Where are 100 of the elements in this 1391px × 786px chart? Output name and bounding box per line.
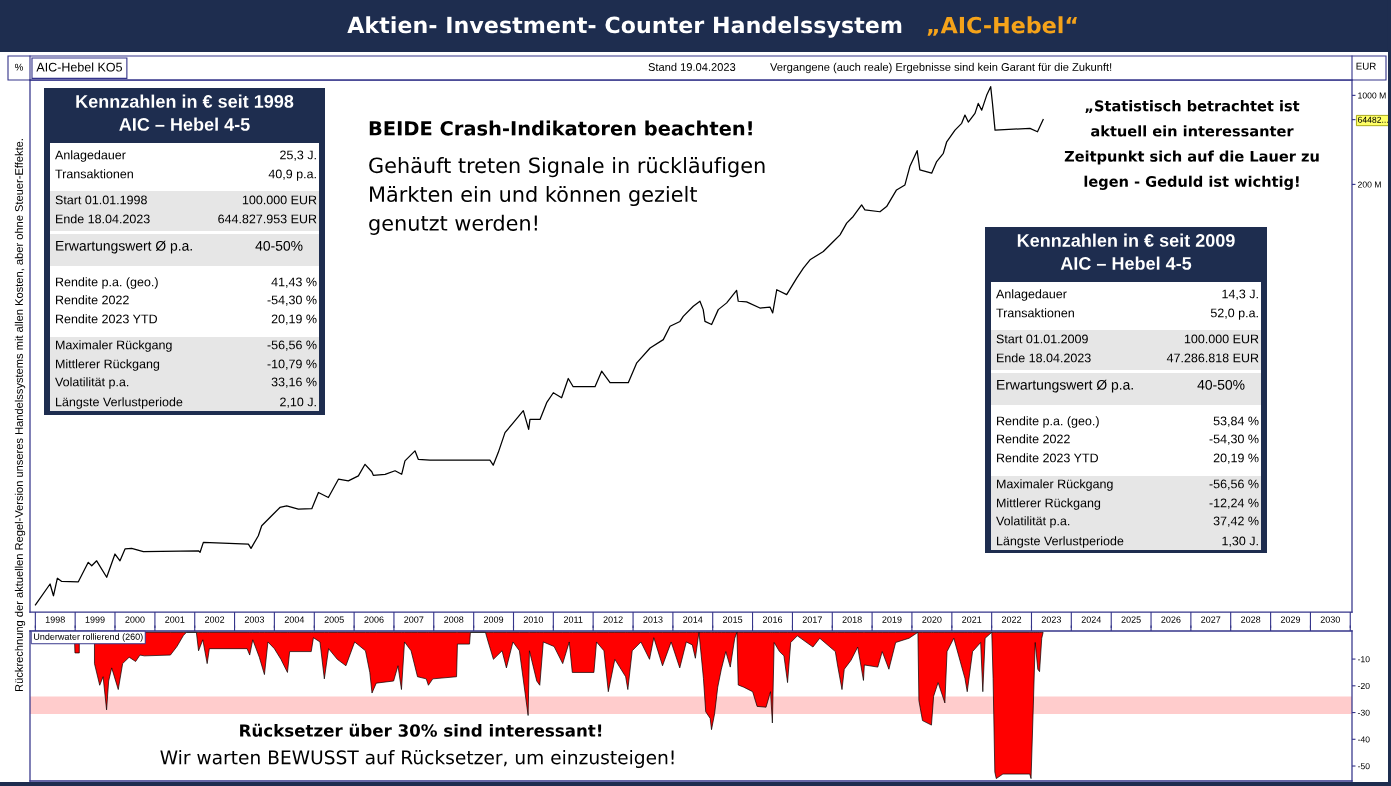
annotation: -12,24 % bbox=[1209, 498, 1259, 509]
x-tick-label: 2022 bbox=[1001, 616, 1022, 623]
x-tick-label: 2018 bbox=[842, 616, 862, 623]
y-tick-label: -20 bbox=[1357, 682, 1370, 690]
annotation: Maximaler Rückgang bbox=[997, 479, 1113, 491]
x-tick-label: 2030 bbox=[1320, 616, 1340, 623]
annotation: Transaktionen bbox=[996, 308, 1074, 318]
annotation: -56,56 % bbox=[267, 340, 317, 351]
x-tick-label: 2013 bbox=[643, 616, 663, 623]
text: Vergangene (auch reale) Ergebnisse sind kein Garant für die Zukunft! bbox=[770, 62, 1112, 74]
chart-subtitle: „AIC-Hebel“ bbox=[927, 16, 1077, 36]
annotation: Start 01.01.1998 bbox=[55, 195, 147, 205]
annotation: Gehäuft treten Signale in rückläufigen Märkten ein und können gezielt genutzt werden! bbox=[369, 157, 765, 235]
text: Rückrechnung der aktuellen Regel-Version unseres Handelssystems mit allen Kosten, aber ohne Steuer-Effekte. bbox=[14, 139, 26, 691]
annotation: -54,30 % bbox=[1209, 434, 1259, 445]
annotation: Rücksetzer über 30% sind interessant! bbox=[240, 723, 602, 737]
annotation: Erwartungswert Ø p.a. bbox=[56, 240, 192, 254]
text: % bbox=[15, 63, 23, 71]
chart-title: Aktien- Investment- Counter Handelssystem bbox=[347, 16, 902, 38]
x-tick-label: 2003 bbox=[244, 616, 265, 623]
x-tick-label: 2028 bbox=[1241, 616, 1261, 623]
annotation: Ende 18.04.2023 bbox=[997, 353, 1091, 363]
x-tick-label: 2015 bbox=[722, 616, 743, 623]
y-tick-label: 1000 M bbox=[1358, 92, 1386, 99]
x-tick-label: 2007 bbox=[404, 616, 424, 623]
x-tick-label: 2004 bbox=[284, 616, 305, 623]
x-tick-label: 2020 bbox=[922, 616, 942, 623]
x-tick-label: 1998 bbox=[45, 616, 65, 623]
y-tick-label: -50 bbox=[1357, 763, 1370, 770]
text: Kennzahlen in € seit 1998 bbox=[76, 94, 294, 108]
annotation: Mittlerer Rückgang bbox=[997, 498, 1101, 510]
annotation: -10,79 % bbox=[267, 359, 317, 370]
annotation: Anlagedauer bbox=[55, 150, 126, 162]
annotation: 25,3 J. bbox=[280, 150, 316, 161]
x-tick-label: 2000 bbox=[125, 616, 145, 623]
annotation: Rendite 2023 YTD bbox=[997, 453, 1099, 463]
annotation: 1,30 J. bbox=[1222, 536, 1258, 547]
annotation: Rendite 2023 YTD bbox=[56, 314, 158, 324]
text: AIC – Hebel 4-5 bbox=[119, 117, 250, 131]
x-tick-label: 2019 bbox=[882, 616, 902, 623]
x-tick-label: 2026 bbox=[1161, 616, 1181, 623]
x-tick-label: 2002 bbox=[205, 616, 225, 623]
annotation: Start 01.01.2009 bbox=[996, 334, 1088, 344]
annotation: 40,9 p.a. bbox=[268, 169, 316, 181]
x-tick-label: 2006 bbox=[364, 616, 384, 623]
x-tick-label: 1999 bbox=[85, 616, 105, 623]
text: Stand 19.04.2023 bbox=[648, 62, 736, 71]
annotation: 20,19 % bbox=[1213, 453, 1259, 464]
x-tick-label: 2021 bbox=[962, 616, 982, 623]
text: AIC – Hebel 4-5 bbox=[1060, 256, 1192, 270]
annotation: Volatilität p.a. bbox=[55, 377, 129, 389]
x-tick-label: 2010 bbox=[523, 616, 544, 623]
annotation: 37,42 % bbox=[1213, 516, 1259, 527]
x-tick-label: 2014 bbox=[683, 616, 703, 623]
annotation: BEIDE Crash-Indikatoren beachten! bbox=[369, 120, 752, 136]
annotation: Rendite p.a. (geo.) bbox=[997, 416, 1099, 428]
annotation: 100.000 EUR bbox=[242, 195, 317, 205]
annotation: Längste Verlustperiode bbox=[56, 397, 183, 409]
annotation: Transaktionen bbox=[55, 169, 133, 179]
annotation: 52,0 p.a. bbox=[1210, 308, 1258, 320]
y-tick-label: 200 M bbox=[1357, 181, 1381, 188]
annotation: 40-50% bbox=[255, 240, 303, 251]
x-tick-label: 2025 bbox=[1121, 616, 1141, 623]
x-tick-label: 2029 bbox=[1280, 616, 1301, 623]
annotation: Mittlerer Rückgang bbox=[56, 359, 160, 371]
x-tick-label: 2001 bbox=[165, 616, 185, 623]
annotation: 47.286.818 EUR bbox=[1166, 353, 1259, 363]
annotation: Maximaler Rückgang bbox=[56, 340, 172, 352]
annotation: 33,16 % bbox=[271, 377, 317, 388]
annotation: Rendite p.a. (geo.) bbox=[56, 277, 158, 289]
annotation: Anlagedauer bbox=[996, 289, 1067, 301]
annotation: Rendite 2022 bbox=[997, 434, 1070, 444]
annotation: 53,84 % bbox=[1213, 416, 1259, 427]
annotation: Volatilität p.a. bbox=[996, 516, 1070, 528]
annotation: 41,43 % bbox=[271, 277, 317, 288]
chart-title: Underwater rollierend (260) bbox=[34, 633, 143, 642]
x-tick-label: 2017 bbox=[802, 616, 822, 623]
y-tick-label: -10 bbox=[1357, 656, 1370, 663]
annotation: -54,30 % bbox=[267, 295, 317, 306]
annotation: „Statistisch betrachtet ist aktuell ein interessanter Zeitpunkt sich auf die Lauer zu legen - Geduld ist wichtig! bbox=[1064, 100, 1319, 190]
annotation: Ende 18.04.2023 bbox=[56, 214, 150, 224]
x-tick-label: 2008 bbox=[444, 616, 464, 623]
annotation: 2,10 J. bbox=[280, 397, 316, 408]
y-tick-label: -40 bbox=[1357, 736, 1370, 743]
annotation: Rendite 2022 bbox=[56, 295, 129, 305]
x-tick-label: 2005 bbox=[324, 616, 344, 623]
x-tick-label: 2011 bbox=[563, 616, 583, 623]
annotation: 644.827.953 EUR bbox=[218, 214, 317, 224]
annotation: Erwartungswert Ø p.a. bbox=[997, 379, 1133, 393]
annotation: Wir warten BEWUSST auf Rücksetzer, um einzusteigen! bbox=[160, 749, 674, 769]
annotation: 20,19 % bbox=[271, 314, 317, 325]
annotation: 40-50% bbox=[1197, 379, 1245, 390]
x-tick-label: 2027 bbox=[1201, 616, 1221, 623]
y-tick-label: -30 bbox=[1357, 709, 1370, 716]
annotation: -56,56 % bbox=[1209, 479, 1259, 490]
text: Kennzahlen in € seit 2009 bbox=[1017, 233, 1235, 247]
x-tick-label: 2012 bbox=[603, 616, 623, 623]
annotation: 100.000 EUR bbox=[1184, 334, 1259, 344]
annotation: 14,3 J. bbox=[1222, 289, 1258, 300]
x-tick-label: 2024 bbox=[1081, 616, 1102, 623]
